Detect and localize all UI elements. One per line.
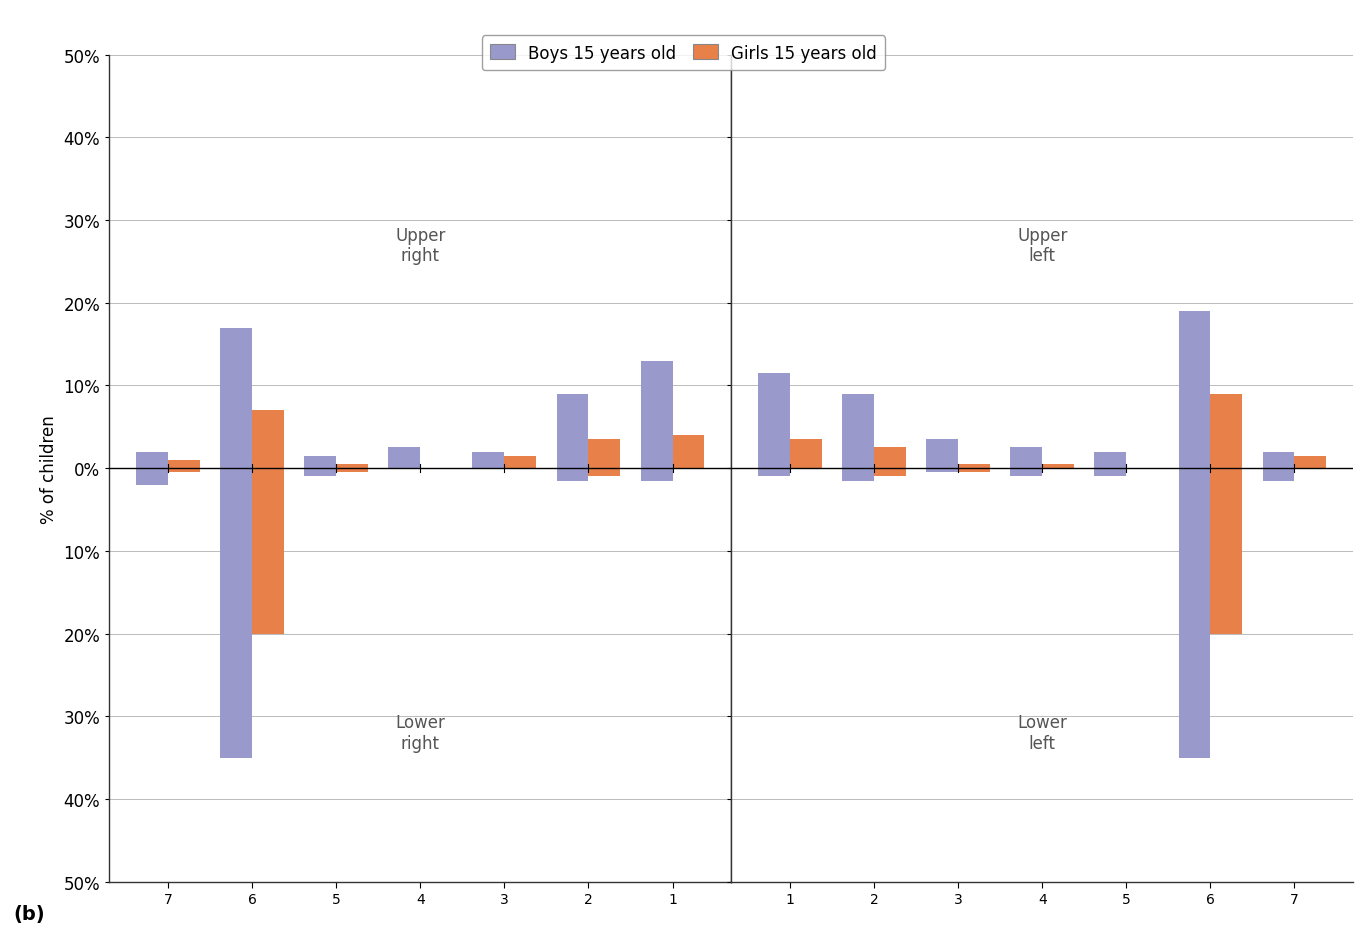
Bar (556, 469, 588, 481)
Bar (220, 469, 253, 757)
Bar (927, 469, 958, 472)
Bar (641, 361, 673, 469)
Bar (336, 469, 368, 472)
Bar (759, 374, 790, 469)
Text: (b): (b) (14, 905, 45, 923)
Bar (1042, 465, 1074, 469)
Bar (1210, 469, 1243, 634)
Bar (1095, 452, 1126, 469)
Bar (842, 469, 875, 481)
Bar (790, 440, 822, 469)
Bar (504, 457, 536, 469)
Bar (336, 465, 368, 469)
Bar (958, 465, 990, 469)
Bar (137, 452, 168, 469)
Bar (305, 469, 336, 477)
Bar (388, 448, 421, 469)
Bar (556, 394, 588, 469)
Bar (1010, 469, 1042, 477)
Bar (1263, 452, 1295, 469)
Bar (220, 329, 253, 469)
Bar (759, 469, 790, 477)
Bar (1095, 469, 1126, 477)
Bar (305, 457, 336, 469)
Bar (137, 469, 168, 485)
Bar (641, 469, 673, 481)
Text: Upper
right: Upper right (395, 226, 446, 265)
Bar (875, 448, 906, 469)
Bar (875, 469, 906, 477)
Bar (1295, 457, 1326, 469)
Bar (588, 440, 621, 469)
Bar (1010, 448, 1042, 469)
Y-axis label: % of children: % of children (40, 414, 57, 523)
Text: Upper
left: Upper left (1017, 226, 1068, 265)
Bar (1263, 469, 1295, 481)
Bar (1178, 469, 1210, 757)
Bar (168, 460, 200, 469)
Bar (253, 469, 284, 634)
Bar (253, 411, 284, 469)
Legend: Boys 15 years old, Girls 15 years old: Boys 15 years old, Girls 15 years old (481, 36, 886, 71)
Text: Lower
right: Lower right (395, 714, 446, 753)
Bar (927, 440, 958, 469)
Bar (1210, 394, 1243, 469)
Bar (473, 452, 504, 469)
Bar (842, 394, 875, 469)
Bar (168, 469, 200, 472)
Bar (673, 435, 704, 469)
Bar (588, 469, 621, 477)
Text: Lower
left: Lower left (1017, 714, 1068, 753)
Bar (958, 469, 990, 472)
Bar (1178, 312, 1210, 469)
